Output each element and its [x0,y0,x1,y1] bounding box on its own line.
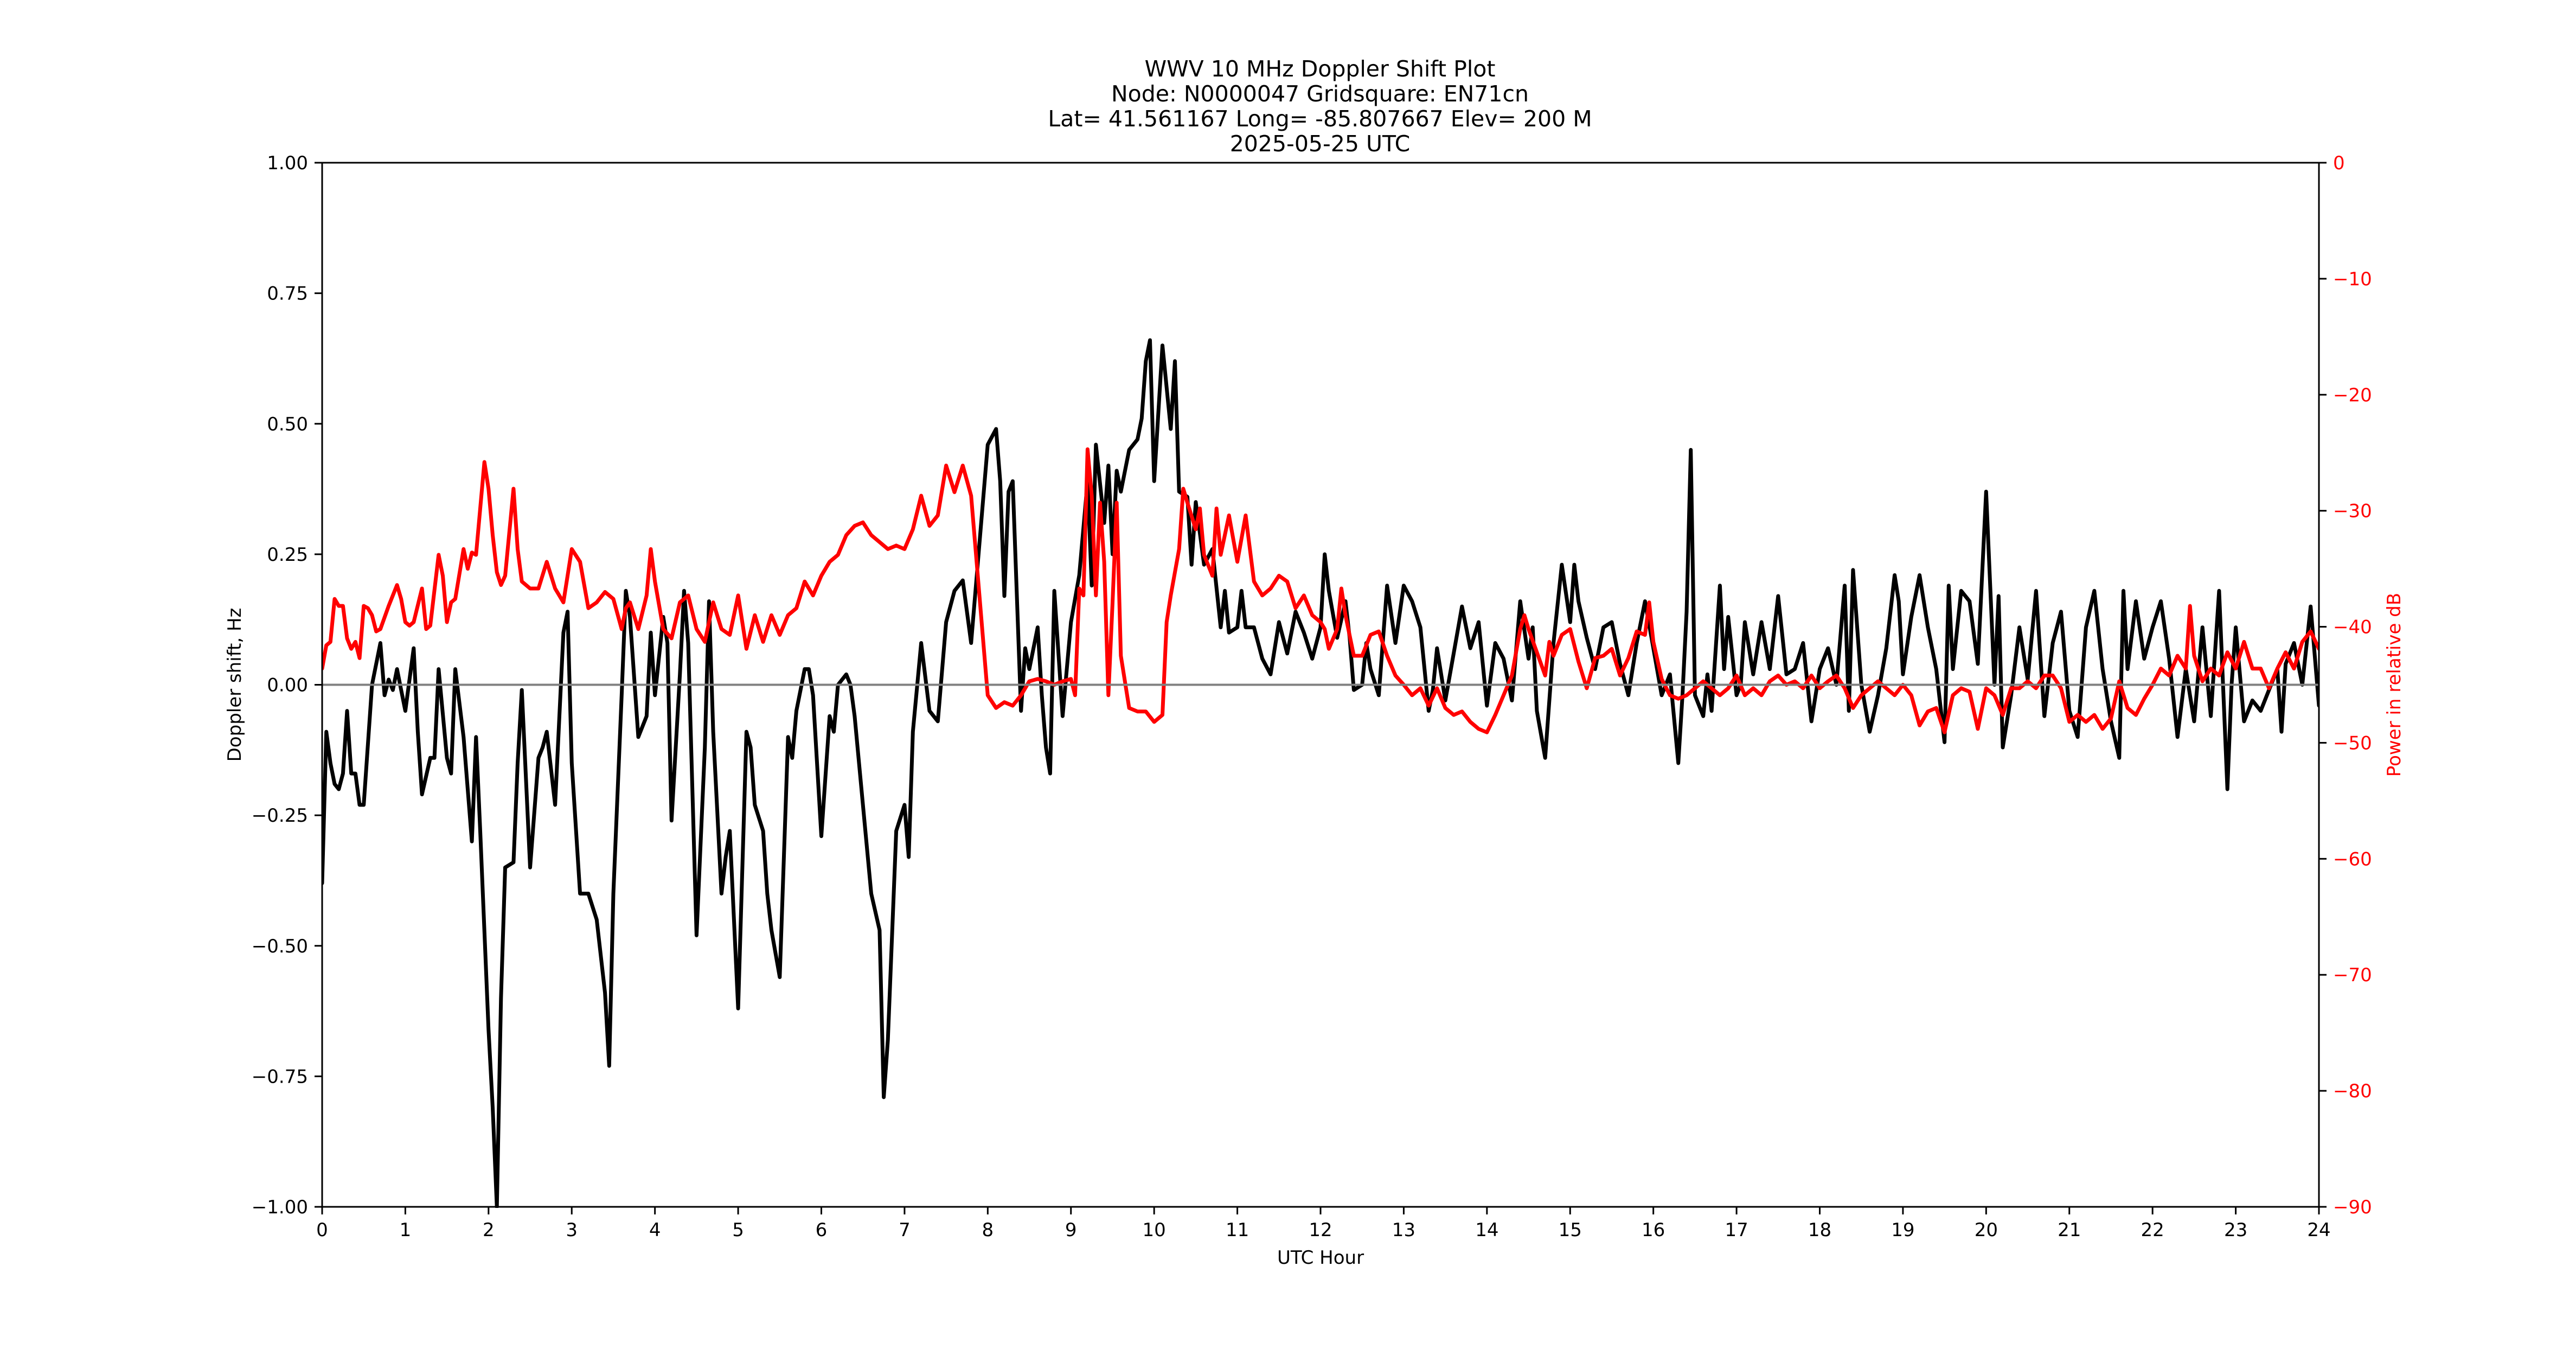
x-tick-label: 21 [2058,1219,2081,1241]
y-axis-right-label: Power in relative dB [2383,593,2405,777]
x-axis-label: UTC Hour [1277,1247,1364,1269]
y-tick-label: 0.50 [267,413,308,435]
x-tick-label: 12 [1309,1219,1332,1241]
x-tick-label: 6 [816,1219,828,1241]
x-tick-label: 7 [899,1219,911,1241]
x-tick-label: 4 [649,1219,661,1241]
x-tick-label: 11 [1226,1219,1249,1241]
y-tick-label: −0.75 [252,1066,308,1088]
y-tick-label: −0.50 [252,936,308,957]
x-tick-label: 17 [1725,1219,1748,1241]
y-tick-label: 1.00 [267,152,308,174]
x-tick-label: 3 [566,1219,578,1241]
y-axis-left-label: Doppler shift, Hz [224,608,246,762]
y-right-tick-label: −20 [2333,385,2372,406]
x-tick-label: 15 [1559,1219,1582,1241]
x-tick-label: 24 [2307,1219,2330,1241]
y-axis-right-ticks: 0 −10 −20 −30 −40 −50 −60 −70 −80 −90 [2319,152,2372,1218]
y-tick-label: −1.00 [252,1197,308,1218]
chart-subtitle-date: 2025-05-25 UTC [1229,131,1411,157]
y-right-tick-label: −10 [2333,268,2372,290]
x-tick-label: 22 [2141,1219,2164,1241]
doppler-series-line [322,338,2319,1208]
y-right-tick-label: −60 [2333,848,2372,870]
x-tick-label: 18 [1808,1219,1831,1241]
y-right-tick-label: −30 [2333,501,2372,522]
y-right-tick-label: −80 [2333,1080,2372,1102]
y-tick-label: −0.25 [252,805,308,827]
plot-area [322,338,2319,1208]
y-right-tick-label: −50 [2333,732,2372,754]
y-right-tick-label: −90 [2333,1197,2372,1218]
y-tick-label: 0.00 [267,675,308,696]
chart-subtitle-node: Node: N0000047 Gridsquare: EN71cn [1111,81,1529,107]
x-tick-label: 23 [2224,1219,2247,1241]
y-right-tick-label: 0 [2333,152,2345,174]
y-right-tick-label: −40 [2333,617,2372,638]
y-tick-label: 0.75 [267,283,308,305]
y-right-tick-label: −70 [2333,964,2372,986]
x-tick-label: 19 [1891,1219,1914,1241]
x-tick-label: 5 [732,1219,744,1241]
x-tick-label: 1 [400,1219,412,1241]
chart-subtitle-location: Lat= 41.561167 Long= -85.807667 Elev= 20… [1048,106,1592,132]
y-axis-left-ticks: 1.00 0.75 0.50 0.25 0.00 −0.25 −0.50 −0.75 −1.00 [252,152,322,1218]
x-tick-label: 14 [1475,1219,1498,1241]
power-series-line [322,447,2319,734]
x-tick-label: 20 [1975,1219,1998,1241]
y-tick-label: 0.25 [267,544,308,566]
x-tick-label: 0 [316,1219,328,1241]
x-tick-label: 9 [1065,1219,1077,1241]
x-tick-label: 16 [1642,1219,1665,1241]
x-tick-label: 8 [982,1219,994,1241]
x-tick-label: 13 [1392,1219,1415,1241]
x-tick-label: 2 [483,1219,495,1241]
x-axis-ticks: 0 1 2 3 4 5 6 7 8 9 10 11 12 13 14 15 16 17 18 19 20 21 22 23 24 [316,1207,2331,1241]
x-tick-label: 10 [1143,1219,1166,1241]
chart-title: WWV 10 MHz Doppler Shift Plot [1144,56,1496,82]
